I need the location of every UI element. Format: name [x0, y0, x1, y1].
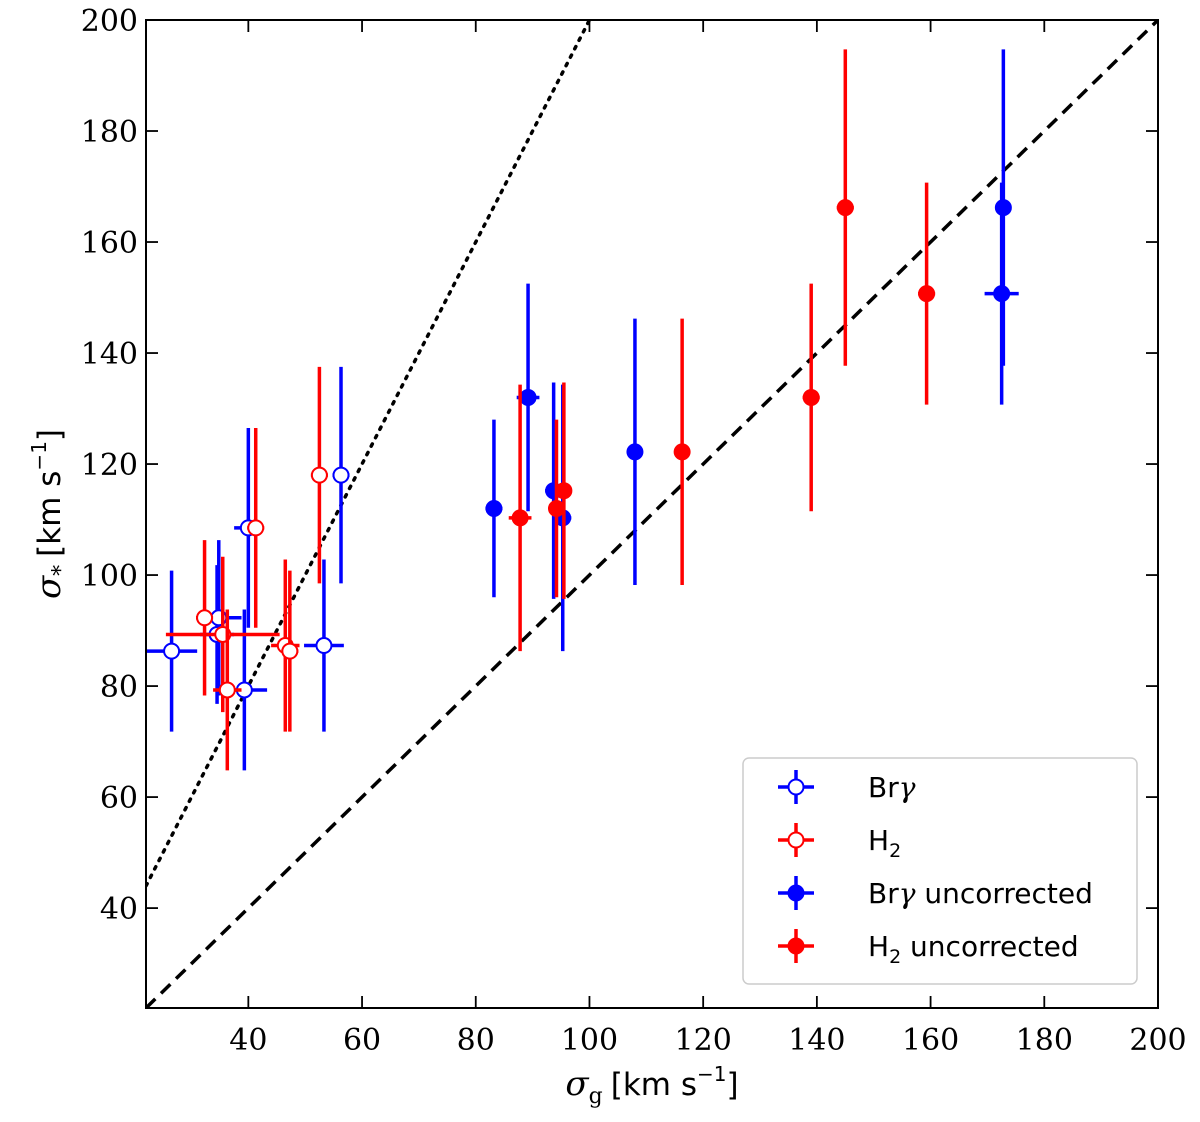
x-tick-label: 120: [675, 1023, 732, 1058]
y-tick-label: 180: [81, 115, 138, 150]
marker: [994, 199, 1012, 217]
legend-label: Brγ: [868, 771, 916, 804]
marker: [485, 499, 503, 517]
marker: [218, 681, 236, 699]
legend: Brγ H2 Brγ uncorrected H2 uncorrected: [742, 757, 1138, 985]
data-point: [485, 419, 503, 598]
legend-label: H2 uncorrected: [868, 930, 1079, 968]
marker: [787, 778, 805, 796]
data-point: [555, 382, 573, 599]
x-tick-label: 100: [561, 1023, 618, 1058]
y-tick-label: 80: [100, 670, 138, 705]
marker: [673, 443, 691, 461]
legend-marker: [778, 876, 814, 910]
y-axis-label: σ*[km s−1]: [27, 429, 74, 599]
data-point: [673, 318, 691, 586]
y-tick-label: 120: [81, 448, 138, 483]
legend-marker: [778, 770, 814, 804]
x-tick-label: 40: [229, 1023, 267, 1058]
legend-marker: [778, 929, 814, 963]
data-point: [802, 283, 820, 512]
tick-labels: 40 60 80 100 120 140 160 180 200 40 60 80 100 120 140 1…: [81, 4, 1187, 1058]
x-tick-label: 180: [1016, 1023, 1073, 1058]
data-point: [196, 540, 214, 696]
marker: [281, 642, 299, 660]
marker: [787, 831, 805, 849]
data-point: [918, 182, 936, 405]
data-point: [213, 609, 242, 771]
data-point: [508, 384, 532, 652]
reference-line-one-to-one: [146, 20, 1158, 1008]
data-point: [547, 419, 565, 598]
legend-frame: [742, 757, 1138, 985]
data-point: [994, 49, 1012, 366]
x-tick-label: 60: [343, 1023, 381, 1058]
x-axis-label: σg [km s−1]: [565, 1062, 738, 1109]
data-point: [304, 559, 344, 732]
reference-line-steep: [146, 20, 592, 888]
series-H₂-uncorrected: [508, 49, 936, 652]
marker: [547, 499, 565, 517]
data-point: [146, 570, 198, 732]
marker: [802, 388, 820, 406]
x-tick-label: 80: [457, 1023, 495, 1058]
legend-entry: Brγ uncorrected: [778, 876, 1093, 910]
legend-marker: [778, 823, 814, 857]
x-tick-label: 160: [902, 1023, 959, 1058]
data-point: [626, 318, 644, 586]
y-tick-label: 160: [81, 226, 138, 261]
marker: [626, 443, 644, 461]
y-axis-label-group: σ*[km s−1]: [27, 429, 74, 599]
y-tick-label: 140: [81, 337, 138, 372]
marker: [315, 637, 333, 655]
data-point: [836, 49, 854, 366]
marker: [787, 884, 805, 902]
marker: [196, 609, 214, 627]
x-tick-label: 200: [1129, 1023, 1186, 1058]
series-H₂: [165, 366, 328, 771]
y-tick-label: 40: [100, 892, 138, 927]
marker: [163, 642, 181, 660]
marker: [247, 519, 265, 537]
legend-label: H2: [868, 824, 901, 862]
marker: [511, 509, 529, 527]
y-tick-label: 60: [100, 781, 138, 816]
legend-label: Brγ uncorrected: [868, 877, 1093, 910]
reference-lines: [146, 20, 1158, 1008]
data-points: [146, 49, 1019, 771]
plot-frame: [145, 19, 1159, 1009]
y-tick-label: 100: [81, 559, 138, 594]
marker: [918, 285, 936, 303]
data-point: [332, 366, 350, 584]
marker: [836, 199, 854, 217]
marker: [555, 482, 573, 500]
data-point: [247, 427, 265, 628]
legend-entry: Brγ: [778, 770, 916, 804]
legend-entry: H2: [778, 823, 901, 862]
marker: [787, 937, 805, 955]
x-tick-label: 140: [788, 1023, 845, 1058]
y-tick-label: 200: [81, 4, 138, 39]
legend-entry: H2 uncorrected: [778, 929, 1079, 968]
data-point: [310, 366, 328, 584]
marker: [332, 466, 350, 484]
marker: [519, 388, 537, 406]
marker: [310, 466, 328, 484]
data-point: [281, 570, 299, 732]
